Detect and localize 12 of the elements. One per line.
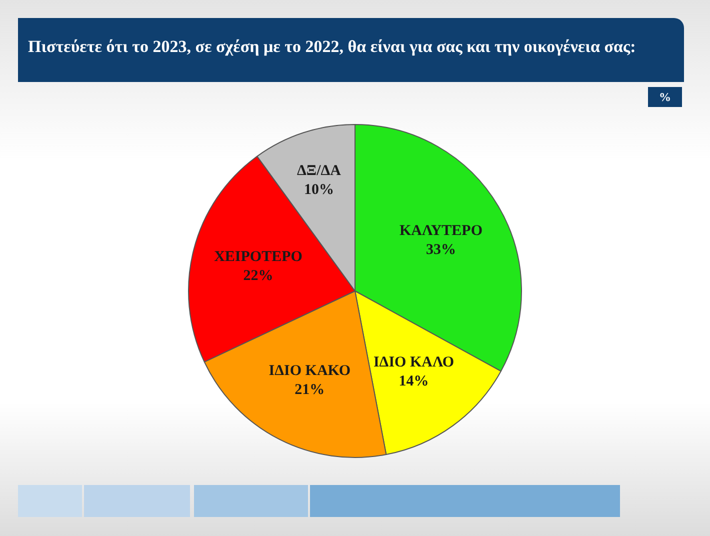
data-label: 10% (304, 182, 334, 198)
data-label: 21% (294, 382, 325, 398)
slice-label: ΙΔΙΟ ΚΑΛΟ (373, 354, 454, 371)
data-label: 33% (426, 242, 456, 258)
data-label: 14% (398, 374, 429, 390)
text: % (648, 87, 682, 107)
slice-label: ΙΔΙΟ ΚΑΚΟ (268, 362, 350, 379)
data-label: 22% (243, 268, 274, 284)
slice-label: ΧΕΙΡΟΤΕΡΟ (214, 249, 302, 266)
chart-title: Πιστεύετε ότι το 2023, σε σχέση με το 2022, θα είναι για σας και την οικογένεια σας: (28, 37, 636, 57)
slice-label: ΔΞ/ΔΑ (297, 163, 342, 180)
slice-label: ΚΑΛΥΤΕΡΟ (399, 223, 482, 240)
